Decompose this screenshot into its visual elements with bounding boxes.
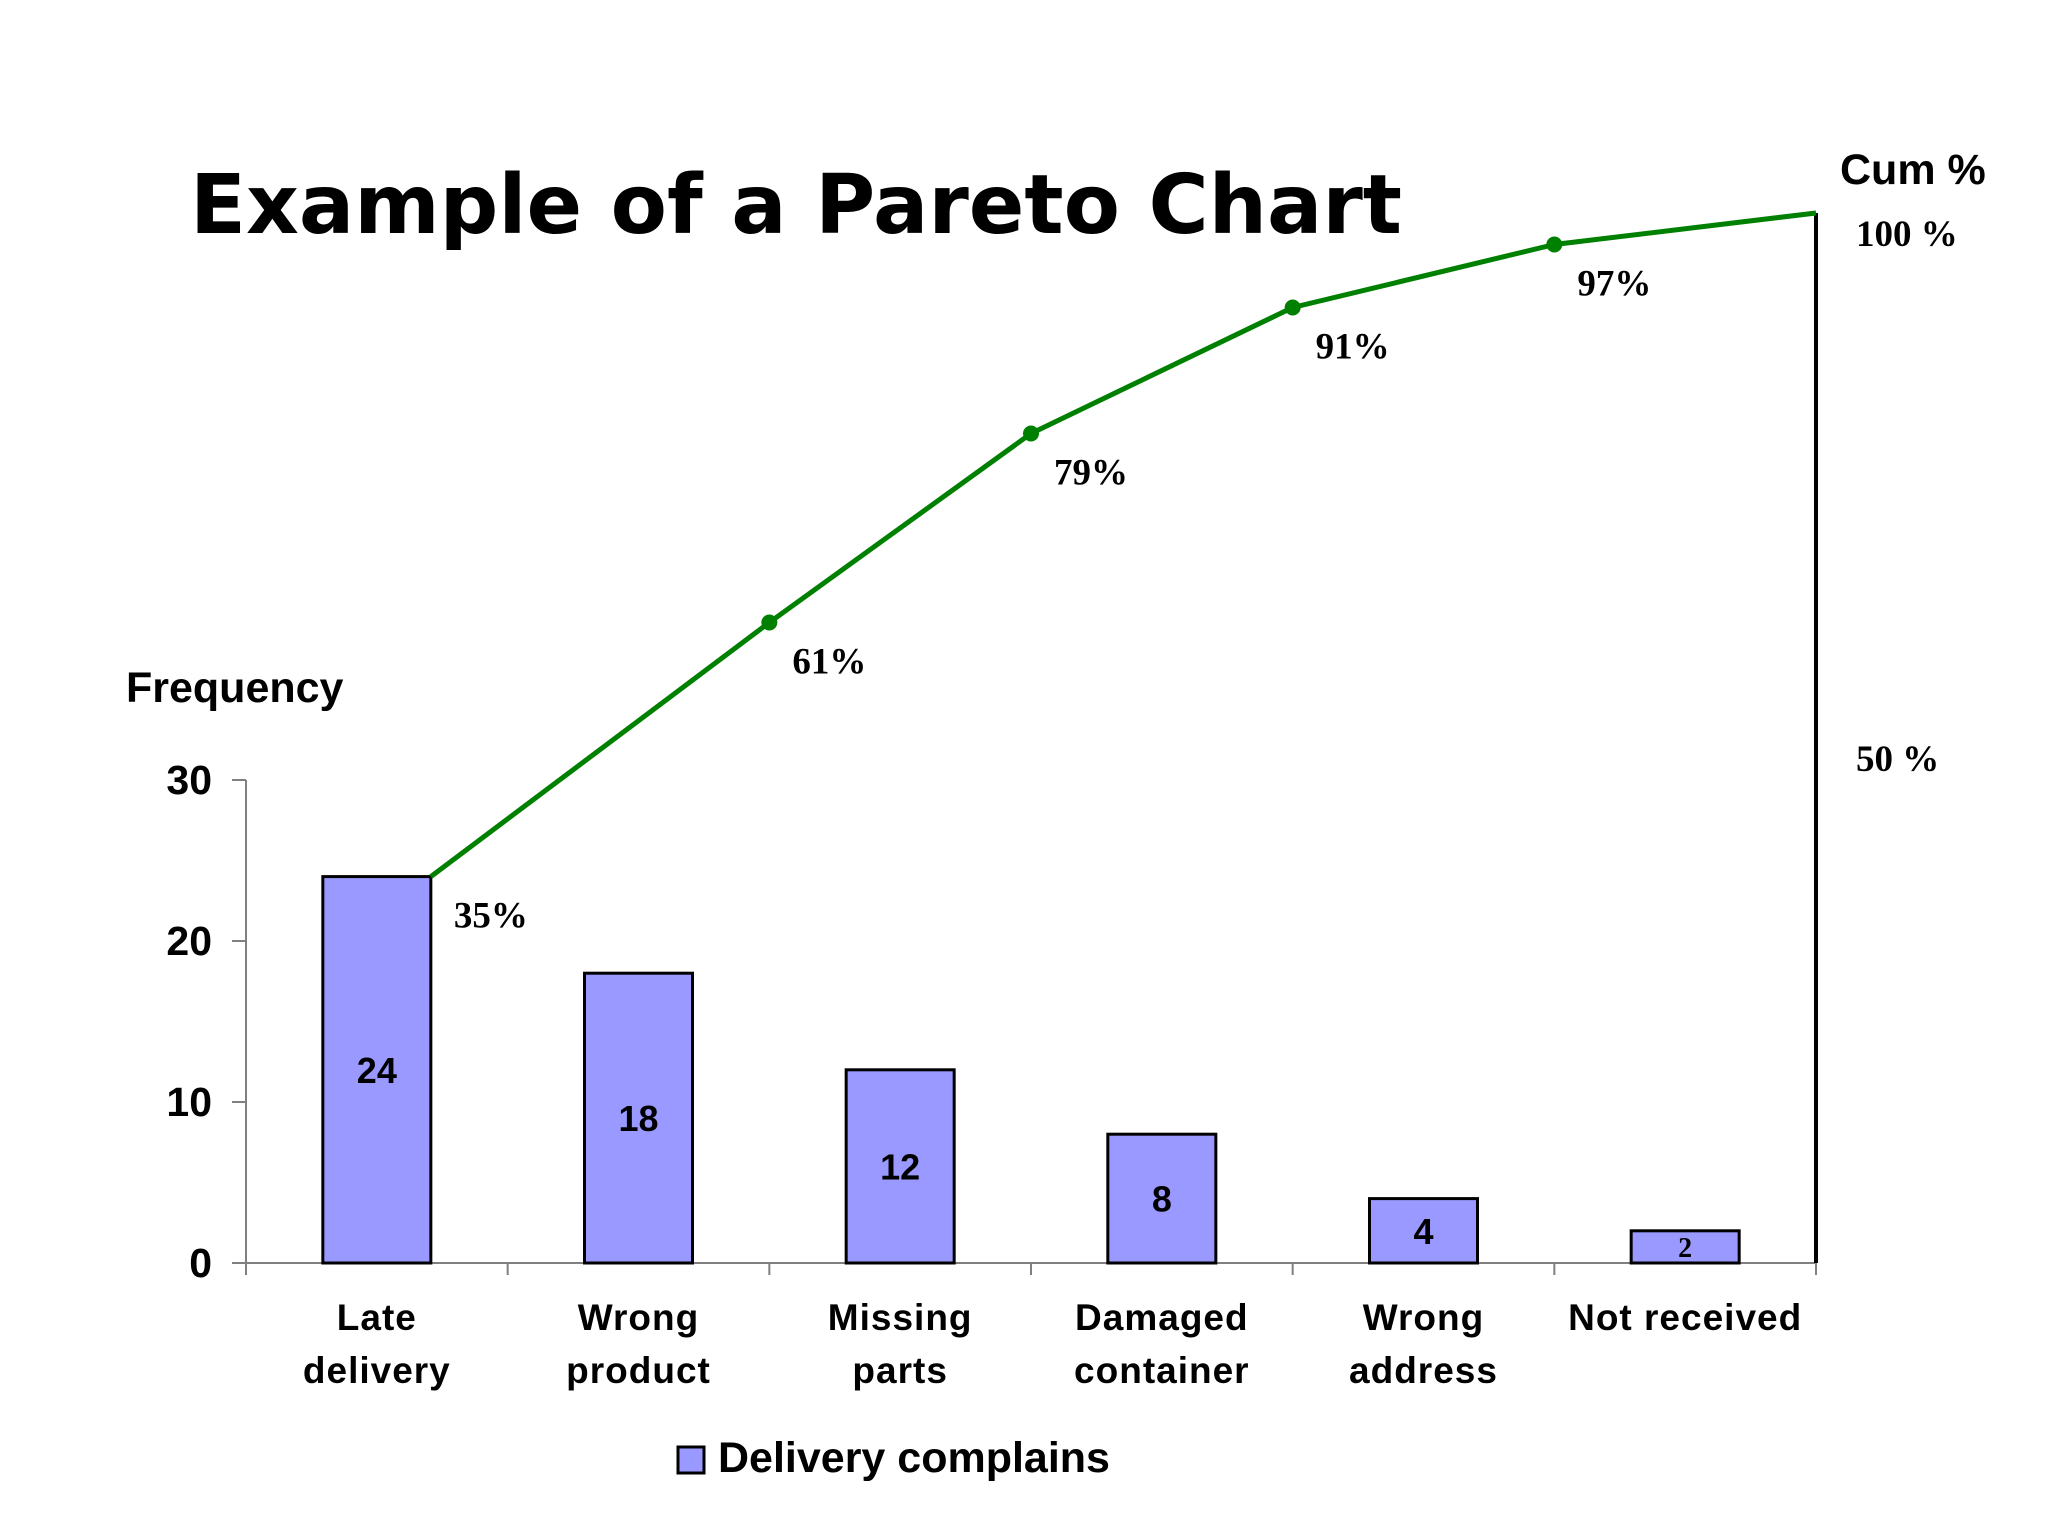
cumulative-label: 35% (454, 896, 528, 937)
bar (1106, 1132, 1218, 1265)
category-label: Late (337, 1297, 417, 1338)
y-tick-label: 10 (166, 1079, 212, 1125)
chart-title: Example of a Pareto Chart (190, 158, 1402, 253)
cumulative-point (1546, 236, 1563, 253)
bar-value-label: 18 (618, 1098, 658, 1139)
category-label: parts (852, 1350, 947, 1391)
bar-value-label: 4 (1413, 1211, 1433, 1252)
bar (321, 875, 433, 1265)
category-label: Wrong (578, 1297, 699, 1338)
y-tick-label: 0 (189, 1240, 212, 1286)
y2-tick-label: 100 % (1856, 214, 1958, 255)
cumulative-label: 97% (1577, 264, 1651, 305)
legend-label: Delivery complains (718, 1434, 1110, 1482)
category-label: delivery (303, 1350, 451, 1391)
category-label: container (1074, 1350, 1250, 1391)
bar (844, 1068, 956, 1265)
y-tick-label: 20 (166, 918, 212, 964)
cumulative-label: 91% (1316, 327, 1390, 368)
y-tick-label: 30 (166, 757, 212, 803)
cumulative-point (1023, 425, 1039, 442)
bar-value-label: 12 (880, 1146, 920, 1187)
cumulative-label: 79% (1054, 453, 1128, 494)
category-label: Wrong (1363, 1297, 1484, 1338)
legend-swatch (676, 1445, 706, 1475)
cumulative-label: 61% (792, 642, 866, 683)
category-label: Missing (828, 1297, 973, 1338)
cumulative-point (1284, 299, 1301, 316)
bar-value-label: 24 (357, 1050, 397, 1091)
y2-axis-title: Cum % (1840, 146, 1986, 194)
category-label: Damaged (1075, 1297, 1249, 1338)
bar-value-label: 2 (1678, 1233, 1692, 1264)
category-label: address (1349, 1350, 1498, 1391)
cumulative-point (761, 614, 778, 631)
y2-tick-label: 50 % (1856, 739, 1939, 780)
bar (1368, 1197, 1479, 1265)
category-label: product (566, 1350, 711, 1391)
bar (1629, 1229, 1741, 1265)
bar (583, 971, 694, 1265)
cumulative-line (429, 210, 1817, 879)
category-label: Not received (1568, 1297, 1802, 1338)
plot-area: 0 10 20 30 50 % 100 % 24 18 12 8 4 2 Late delivery Wro… (166, 210, 1958, 1391)
bar-value-label: 8 (1152, 1179, 1172, 1220)
y-axis-title: Frequency (126, 664, 344, 712)
legend: Delivery complains (676, 1434, 1110, 1482)
